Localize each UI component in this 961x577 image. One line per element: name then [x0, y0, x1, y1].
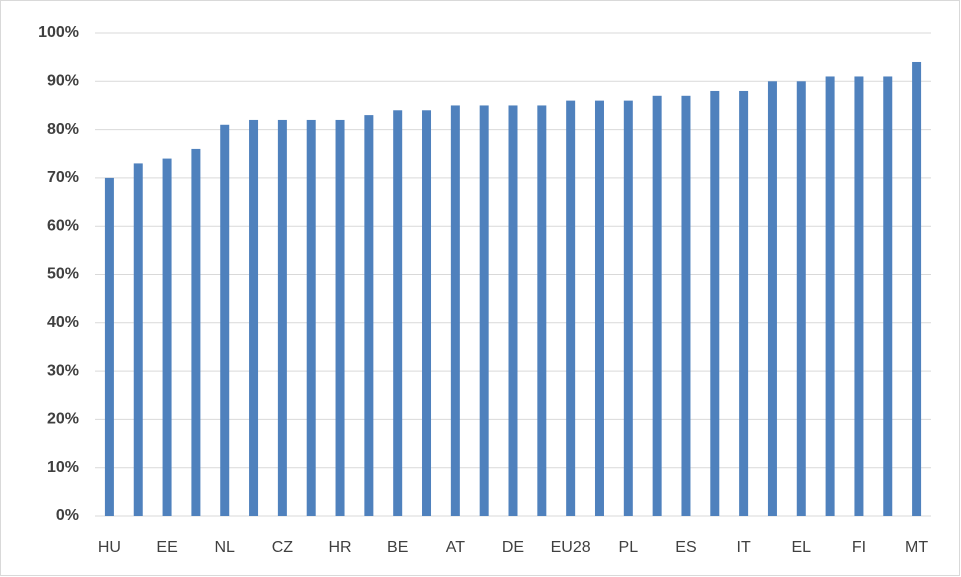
x-tick-label: IT	[737, 539, 751, 556]
bar	[306, 119, 316, 516]
x-tick-label: DE	[502, 539, 524, 556]
bar	[796, 81, 806, 517]
x-tick-label: PL	[619, 539, 639, 556]
x-tick-label: MT	[905, 539, 928, 556]
x-tick-label: CZ	[272, 539, 294, 556]
x-tick-label: BE	[387, 539, 408, 556]
x-tick-label: FI	[852, 539, 866, 556]
bar	[335, 119, 345, 516]
bar	[739, 90, 749, 517]
bar	[854, 76, 864, 516]
y-tick-label: 0%	[56, 507, 79, 524]
y-tick-label: 50%	[47, 266, 79, 283]
bar	[710, 90, 720, 517]
bar	[450, 105, 460, 516]
y-tick-label: 60%	[47, 217, 79, 234]
bar	[652, 95, 662, 516]
x-tick-label: EL	[791, 539, 811, 556]
x-tick-label: NL	[214, 539, 235, 556]
x-tick-label: HR	[328, 539, 351, 556]
y-tick-label: 70%	[47, 169, 79, 186]
bar	[479, 105, 489, 516]
bar	[104, 177, 114, 516]
bar	[249, 119, 259, 516]
y-tick-label: 10%	[47, 459, 79, 476]
bar	[623, 100, 633, 517]
bar	[508, 105, 518, 516]
bar	[825, 76, 835, 516]
y-tick-label: 80%	[47, 121, 79, 138]
x-tick-label: HU	[98, 539, 121, 556]
bar	[883, 76, 893, 516]
y-tick-label: 90%	[47, 73, 79, 90]
bar	[537, 105, 547, 516]
bar	[220, 124, 230, 517]
bar	[594, 100, 604, 517]
bar	[422, 110, 432, 516]
y-tick-label: 30%	[47, 362, 79, 379]
x-tick-label: EU28	[551, 539, 591, 556]
y-tick-label: 40%	[47, 314, 79, 331]
x-tick-label: EE	[156, 539, 177, 556]
bar	[767, 81, 777, 517]
bar	[912, 61, 922, 516]
bar	[681, 95, 691, 516]
bar	[364, 115, 374, 517]
x-tick-label: ES	[675, 539, 696, 556]
y-tick-label: 100%	[38, 24, 79, 41]
bar	[277, 119, 287, 516]
x-tick-label: AT	[446, 539, 465, 556]
bar	[393, 110, 403, 516]
bar	[191, 148, 201, 517]
bar	[566, 100, 576, 517]
bar	[133, 163, 143, 516]
bar	[162, 158, 172, 516]
y-tick-label: 20%	[47, 411, 79, 428]
